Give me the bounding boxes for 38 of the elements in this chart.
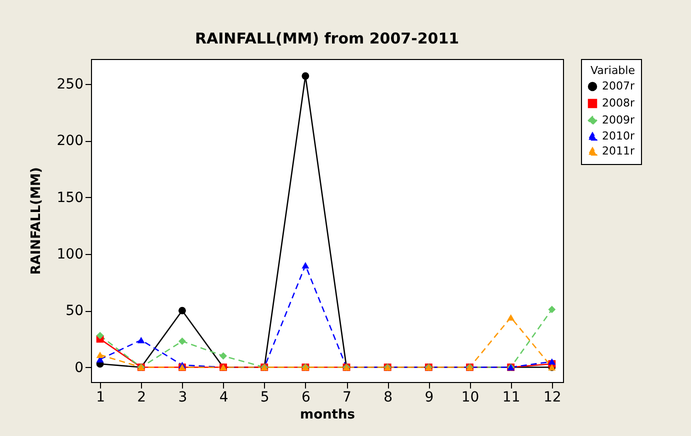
point bbox=[220, 352, 227, 360]
legend-label: 2008r bbox=[602, 96, 635, 110]
legend-label: 2011r bbox=[602, 144, 635, 158]
y-tick-label: 100 bbox=[56, 246, 84, 262]
x-tick-label: 12 bbox=[543, 390, 562, 406]
x-tick-label: 7 bbox=[342, 390, 352, 406]
x-tick-label: 9 bbox=[424, 390, 434, 406]
x-axis-title: months bbox=[300, 408, 356, 422]
legend-title: Variable bbox=[590, 64, 636, 77]
y-tick-label: 150 bbox=[56, 190, 84, 206]
x-tick-label: 1 bbox=[96, 390, 105, 406]
point bbox=[548, 306, 556, 314]
x-tick-label: 3 bbox=[178, 390, 188, 406]
y-tick-label: 200 bbox=[56, 133, 84, 150]
point bbox=[178, 337, 186, 345]
y-axis-title: RAINFALL(MM) bbox=[28, 167, 44, 275]
x-tick-label: 6 bbox=[301, 390, 310, 406]
point bbox=[96, 352, 104, 358]
x-tick-label: 2 bbox=[137, 390, 146, 406]
point bbox=[302, 262, 310, 268]
y-tick-label: 50 bbox=[66, 303, 84, 320]
x-tick-label: 10 bbox=[461, 390, 480, 406]
point bbox=[96, 332, 104, 340]
legend-label: 2010r bbox=[602, 130, 635, 142]
point bbox=[178, 306, 186, 314]
x-tick-label: 5 bbox=[260, 390, 270, 406]
y-tick-label: 250 bbox=[56, 76, 84, 92]
point bbox=[302, 72, 310, 80]
legend-label: 2007r bbox=[602, 80, 635, 92]
legend-label: 2009r bbox=[602, 114, 635, 126]
point bbox=[507, 314, 515, 321]
point bbox=[548, 358, 556, 365]
chart-title: RAINFALL(MM) from 2007-2011 bbox=[194, 30, 460, 48]
x-tick-label: 8 bbox=[384, 390, 393, 406]
x-tick-label: 11 bbox=[502, 390, 520, 406]
point bbox=[137, 336, 145, 344]
y-tick-label: 0 bbox=[74, 360, 84, 376]
x-tick-label: 4 bbox=[219, 390, 228, 406]
